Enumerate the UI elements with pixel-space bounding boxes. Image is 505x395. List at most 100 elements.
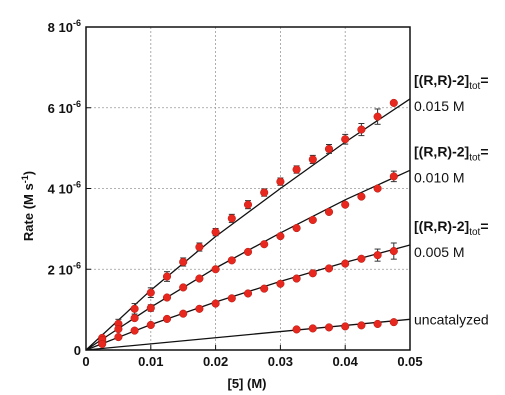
y-axis-label-close: ) <box>21 171 36 175</box>
data-point-s015 <box>389 98 398 107</box>
series-label-sub: tot <box>469 227 480 238</box>
y-tick-mantissa: 2 10 <box>48 262 73 277</box>
data-point-s015 <box>227 214 236 223</box>
y-tick-mantissa: 8 10 <box>48 20 73 35</box>
data-point-s005 <box>357 254 366 263</box>
y-tick-label: 0 <box>74 343 81 358</box>
series-label-uncat: uncatalyzed <box>414 311 489 327</box>
data-point-s005 <box>195 304 204 313</box>
series-label-sub: tot <box>469 152 480 163</box>
x-tick-label: 0 <box>82 354 89 369</box>
data-point-s010 <box>211 265 220 274</box>
data-point-s005 <box>243 289 253 298</box>
data-point-s010 <box>308 215 317 225</box>
data-point-s010 <box>260 240 269 249</box>
y-tick-label: 8 10-6 <box>48 18 81 35</box>
data-point-s005 <box>260 284 269 293</box>
data-point-s010 <box>292 224 301 233</box>
data-point-s010 <box>324 207 334 216</box>
series-label-s010-line2: 0.010 M <box>414 169 465 185</box>
data-point-s015 <box>373 112 382 121</box>
series-label-tail: = <box>480 72 488 88</box>
data-point-uncat <box>373 319 382 329</box>
data-point-uncat <box>308 324 317 333</box>
data-point-s010 <box>162 293 172 302</box>
data-point-uncat <box>341 322 350 331</box>
series-label-sub: tot <box>469 81 480 92</box>
data-point-s010 <box>243 247 253 256</box>
data-point-s005 <box>308 269 317 278</box>
fit-line-uncat <box>85 318 411 351</box>
data-point-uncat <box>292 325 301 334</box>
y-tick-exponent: -6 <box>73 18 81 28</box>
series-label-s010-line1: [(R,R)-2]tot= <box>414 143 489 163</box>
data-point-s005 <box>292 274 301 283</box>
y-axis-label-main: Rate (M s <box>21 183 36 241</box>
data-point-s005 <box>276 279 285 288</box>
y-tick-mantissa: 0 <box>74 343 81 358</box>
data-point-s010 <box>276 232 285 241</box>
y-axis-label: Rate (M s-1) <box>20 171 36 241</box>
fit-line-s015 <box>85 98 411 351</box>
data-point-s010 <box>341 200 350 209</box>
data-point-s005 <box>179 309 188 318</box>
data-point-uncat <box>389 318 398 327</box>
data-point-s010 <box>114 324 123 334</box>
y-tick-label: 6 10-6 <box>48 99 81 116</box>
data-point-s005 <box>341 259 350 268</box>
x-tick-label: 0.04 <box>333 354 359 369</box>
y-tick-mantissa: 6 10 <box>48 101 73 116</box>
series-label-tail: = <box>480 218 488 234</box>
data-point-s010 <box>146 303 155 313</box>
data-point-s005 <box>227 294 236 303</box>
data-point-s010 <box>130 314 139 323</box>
series-label-main: [(R,R)-2] <box>414 72 469 88</box>
data-point-s010 <box>357 192 366 201</box>
data-point-s010 <box>179 283 188 292</box>
data-point-s015 <box>243 200 253 209</box>
data-point-s015 <box>308 155 317 164</box>
data-point-s005 <box>146 320 155 330</box>
data-point-s015 <box>130 304 139 313</box>
data-point-s005 <box>98 339 107 348</box>
data-point-s015 <box>357 125 366 134</box>
x-tick-label: 0.01 <box>138 354 163 369</box>
y-tick-label: 2 10-6 <box>48 260 81 277</box>
data-point-s010 <box>195 274 204 283</box>
data-point-s015 <box>179 257 188 267</box>
data-point-s015 <box>276 177 285 186</box>
x-tick-label: 0.05 <box>397 354 422 369</box>
y-tick-exponent: -6 <box>73 180 81 190</box>
data-point-s015 <box>162 272 172 281</box>
data-point-s010 <box>373 184 382 193</box>
data-point-s015 <box>260 188 269 197</box>
data-point-s015 <box>341 135 350 144</box>
y-tick-mantissa: 4 10 <box>48 182 73 197</box>
data-point-s005 <box>114 333 123 342</box>
x-tick-label: 0.02 <box>203 354 228 369</box>
data-point-s010 <box>227 256 236 265</box>
series-label-s005-line2: 0.005 M <box>414 244 465 260</box>
x-tick-label: 0.03 <box>268 354 293 369</box>
data-point-s015 <box>195 242 204 252</box>
y-tick-exponent: -6 <box>73 260 81 270</box>
data-point-s005 <box>130 326 139 335</box>
series-label-s005-line1: [(R,R)-2]tot= <box>414 218 489 238</box>
y-tick-exponent: -6 <box>73 99 81 109</box>
data-point-uncat <box>324 323 334 332</box>
data-point-s015 <box>146 288 155 297</box>
y-axis-label-exp: -1 <box>20 175 30 183</box>
data-point-uncat <box>357 321 366 330</box>
data-point-s005 <box>324 264 334 273</box>
error-bars <box>115 108 397 329</box>
data-point-s005 <box>211 299 220 308</box>
series-labels: [(R,R)-2]tot=0.015 M[(R,R)-2]tot=0.010 M… <box>414 72 489 327</box>
data-point-s015 <box>292 165 301 174</box>
data-point-s015 <box>324 144 334 153</box>
series-label-tail: = <box>480 143 488 159</box>
data-point-s010 <box>389 172 398 181</box>
y-tick-label: 4 10-6 <box>48 180 81 197</box>
data-point-s005 <box>162 314 172 323</box>
